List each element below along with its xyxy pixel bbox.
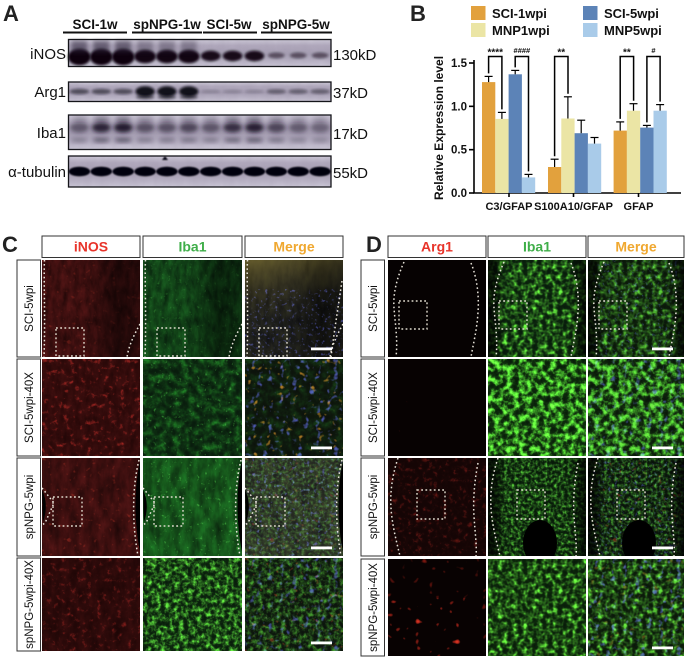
- svg-text:MNP5wpi: MNP5wpi: [604, 23, 662, 38]
- svg-text:SCI-1w: SCI-1w: [72, 17, 118, 32]
- svg-text:SCI-5wpi-40X: SCI-5wpi-40X: [24, 372, 36, 443]
- svg-text:spNPG-5wpi: spNPG-5wpi: [368, 475, 380, 540]
- svg-text:**: **: [623, 48, 631, 59]
- svg-text:C: C: [2, 232, 18, 257]
- svg-text:Relative Expression level: Relative Expression level: [432, 56, 446, 200]
- svg-text:D: D: [366, 232, 382, 257]
- svg-text:Iba1: Iba1: [523, 239, 551, 255]
- svg-text:spNPG-5wpi-40X: spNPG-5wpi-40X: [24, 560, 36, 649]
- svg-text:#: #: [651, 46, 656, 55]
- svg-text:B: B: [410, 1, 426, 26]
- svg-text:SCI-5wpi: SCI-5wpi: [24, 285, 36, 332]
- svg-text:SCI-5w: SCI-5w: [206, 17, 252, 32]
- svg-text:spNPG-5w: spNPG-5w: [262, 17, 330, 32]
- svg-text:Arg1: Arg1: [34, 84, 66, 101]
- svg-text:S100A10/GFAP: S100A10/GFAP: [534, 201, 613, 213]
- svg-text:Arg1: Arg1: [421, 239, 453, 255]
- svg-text:spNPG-5wpi: spNPG-5wpi: [24, 475, 36, 540]
- svg-text:Merge: Merge: [615, 239, 656, 255]
- svg-text:iNOS: iNOS: [30, 46, 66, 63]
- svg-text:130kD: 130kD: [333, 47, 377, 64]
- svg-text:55kD: 55kD: [333, 165, 368, 182]
- svg-text:17kD: 17kD: [333, 126, 368, 143]
- svg-text:spNPG-1w: spNPG-1w: [133, 17, 201, 32]
- svg-text:SCI-5wpi: SCI-5wpi: [368, 285, 380, 332]
- svg-text:**: **: [557, 48, 565, 59]
- svg-text:1.5: 1.5: [451, 58, 468, 70]
- svg-text:SCI-1wpi: SCI-1wpi: [492, 6, 547, 21]
- svg-text:Iba1: Iba1: [178, 239, 206, 255]
- svg-text:0.0: 0.0: [451, 188, 467, 200]
- svg-text:α-tubulin: α-tubulin: [8, 164, 66, 181]
- svg-text:MNP1wpi: MNP1wpi: [492, 23, 550, 38]
- svg-text:****: ****: [488, 48, 504, 59]
- svg-text:####: ####: [514, 46, 532, 55]
- svg-text:spNPG-5wpi-40X: spNPG-5wpi-40X: [368, 563, 380, 652]
- svg-text:Merge: Merge: [273, 239, 314, 255]
- svg-text:Iba1: Iba1: [37, 125, 66, 142]
- svg-text:0.5: 0.5: [451, 145, 468, 157]
- svg-text:GFAP: GFAP: [624, 201, 654, 213]
- svg-text:SCI-5wpi-40X: SCI-5wpi-40X: [368, 372, 380, 443]
- svg-text:37kD: 37kD: [333, 85, 368, 102]
- svg-text:SCI-5wpi: SCI-5wpi: [604, 6, 659, 21]
- svg-text:1.0: 1.0: [451, 101, 467, 113]
- svg-text:A: A: [3, 1, 19, 26]
- svg-text:C3/GFAP: C3/GFAP: [485, 201, 532, 213]
- svg-text:iNOS: iNOS: [74, 239, 108, 255]
